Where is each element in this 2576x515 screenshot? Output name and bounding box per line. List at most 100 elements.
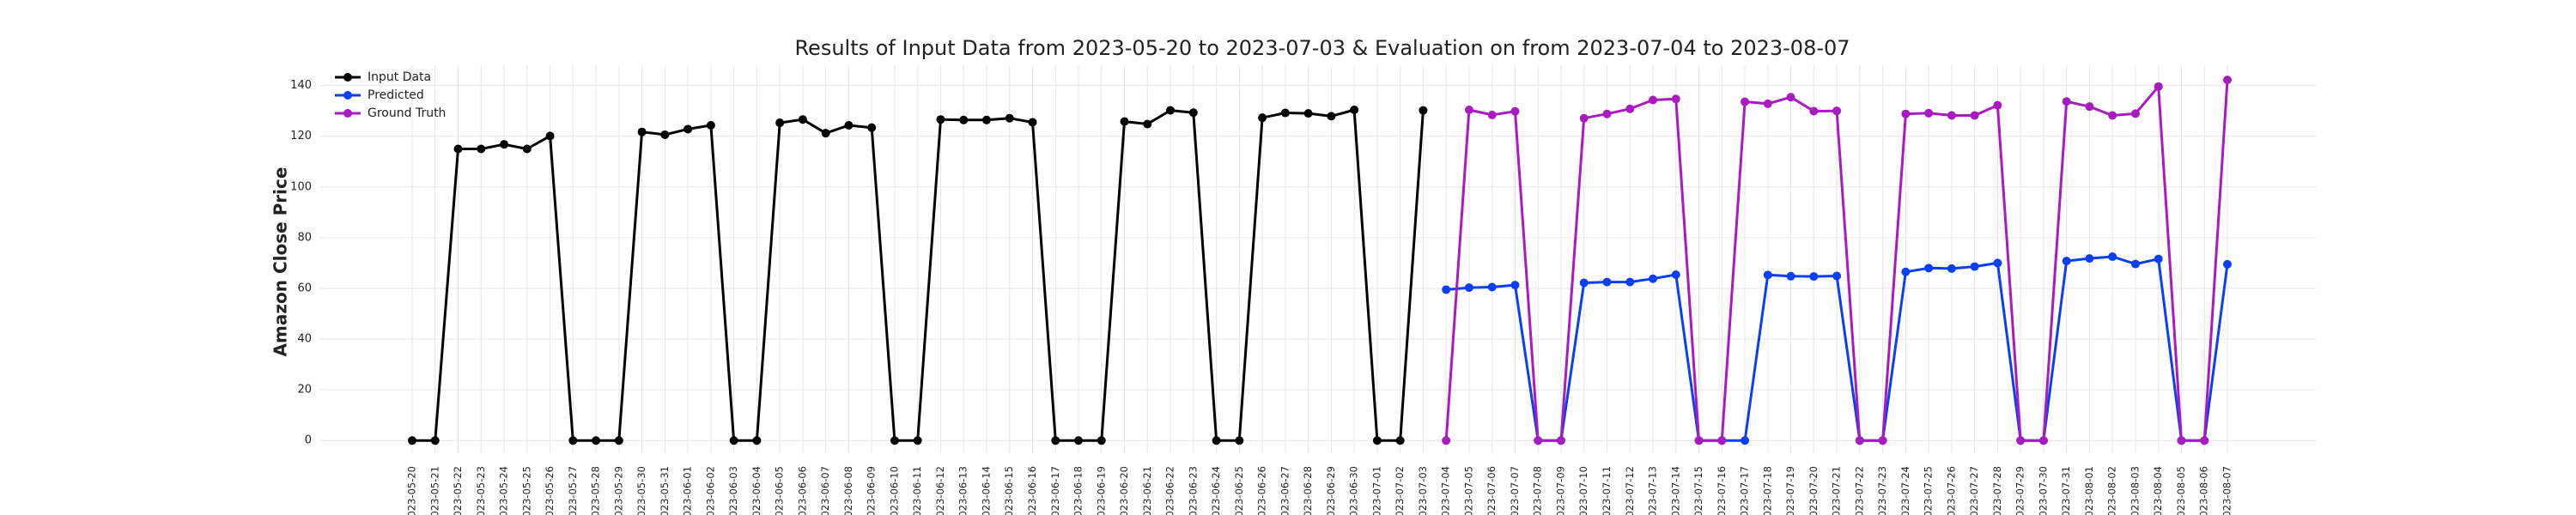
data-point xyxy=(1442,436,1451,445)
data-point xyxy=(430,436,440,445)
x-tick-label: 2023-07-02 xyxy=(1394,466,1406,515)
x-tick-label: 2023-06-17 xyxy=(1049,466,1061,515)
data-point xyxy=(1924,264,1934,273)
x-tick-label: 2023-07-19 xyxy=(1784,466,1796,515)
x-tick-label: 2023-05-25 xyxy=(520,466,532,515)
data-point xyxy=(844,121,854,130)
data-point xyxy=(1993,258,2002,268)
data-point xyxy=(1694,436,1704,445)
x-tick-label: 2023-06-26 xyxy=(1256,466,1268,515)
data-point xyxy=(729,436,738,445)
data-point xyxy=(1924,108,1934,118)
x-tick-label: 2023-07-08 xyxy=(1532,466,1544,515)
x-tick-label: 2023-06-22 xyxy=(1164,466,1176,515)
data-point xyxy=(1188,108,1198,118)
legend-marker xyxy=(343,73,352,82)
data-point xyxy=(408,436,416,445)
data-point xyxy=(1028,118,1037,127)
x-tick-label: 2023-07-20 xyxy=(1807,466,1820,515)
x-tick-label: 2023-06-24 xyxy=(1210,466,1222,515)
data-point xyxy=(775,118,785,128)
y-tick-label: 140 xyxy=(290,79,312,92)
x-tick-label: 2023-07-27 xyxy=(1968,466,1980,515)
x-tick-label: 2023-07-14 xyxy=(1669,466,1681,515)
data-point xyxy=(545,131,555,141)
x-tick-label: 2023-07-29 xyxy=(2014,466,2026,515)
x-tick-label: 2023-06-28 xyxy=(1302,466,1314,515)
x-tick-label: 2023-05-31 xyxy=(659,466,671,515)
x-tick-label: 2023-07-18 xyxy=(1761,466,1773,515)
x-tick-label: 2023-05-26 xyxy=(544,466,556,515)
y-tick-label: 80 xyxy=(297,231,312,244)
x-tick-label: 2023-08-07 xyxy=(2221,466,2233,515)
x-tick-label: 2023-07-25 xyxy=(1923,466,1935,515)
data-point xyxy=(500,140,509,149)
data-point xyxy=(2200,436,2209,445)
x-tick-label: 2023-08-01 xyxy=(2083,466,2095,515)
data-point xyxy=(1901,109,1911,118)
x-tick-label: 2023-08-05 xyxy=(2175,466,2187,515)
data-point xyxy=(1786,271,1795,281)
legend-marker xyxy=(343,91,352,100)
data-point xyxy=(1809,272,1819,282)
data-point xyxy=(1649,274,1658,283)
x-tick-label: 2023-06-01 xyxy=(682,466,694,515)
data-point xyxy=(1510,106,1520,116)
data-point xyxy=(1419,106,1428,115)
x-tick-label: 2023-06-29 xyxy=(1325,466,1337,515)
x-tick-label: 2023-06-27 xyxy=(1279,466,1291,515)
data-point xyxy=(2223,259,2232,269)
data-point xyxy=(867,123,877,132)
x-tick-label: 2023-06-30 xyxy=(1348,466,1360,515)
data-point xyxy=(798,115,807,124)
data-point xyxy=(1372,436,1382,445)
data-point xyxy=(1671,94,1680,104)
x-tick-label: 2023-06-10 xyxy=(888,466,900,515)
data-point xyxy=(1097,436,1106,445)
data-point xyxy=(1741,97,1750,106)
y-tick-label: 120 xyxy=(290,130,312,142)
x-tick-label: 2023-05-29 xyxy=(612,466,624,515)
x-tick-label: 2023-05-24 xyxy=(498,466,510,515)
data-point xyxy=(1809,106,1819,116)
data-point xyxy=(1280,108,1290,118)
x-tick-label: 2023-06-18 xyxy=(1072,466,1084,515)
x-tick-label: 2023-06-04 xyxy=(750,466,762,515)
x-tick-label: 2023-06-09 xyxy=(866,466,878,515)
chart-title: Results of Input Data from 2023-05-20 to… xyxy=(794,36,1850,60)
data-point xyxy=(1579,113,1589,123)
data-point xyxy=(1579,278,1589,288)
y-axis-label: Amazon Close Price xyxy=(270,167,291,357)
x-tick-label: 2023-07-06 xyxy=(1485,466,1498,515)
x-tick-label: 2023-06-13 xyxy=(957,466,969,515)
data-point xyxy=(1487,110,1497,119)
x-tick-label: 2023-07-30 xyxy=(2037,466,2049,515)
data-point xyxy=(752,436,762,445)
data-point xyxy=(1350,105,1359,114)
data-point xyxy=(1625,277,1635,287)
x-tick-label: 2023-05-22 xyxy=(452,466,464,515)
x-tick-label: 2023-07-11 xyxy=(1601,466,1613,515)
data-point xyxy=(1143,119,1152,129)
data-point xyxy=(1625,104,1635,113)
data-point xyxy=(1464,283,1473,293)
data-point xyxy=(2085,254,2094,264)
data-point xyxy=(1120,117,1129,126)
data-point xyxy=(1741,436,1750,445)
x-tick-label: 2023-07-15 xyxy=(1692,466,1704,515)
data-point xyxy=(1901,267,1911,276)
x-tick-label: 2023-06-06 xyxy=(796,466,808,515)
y-tick-label: 20 xyxy=(297,384,312,397)
data-point xyxy=(1602,277,1612,287)
y-tick-label: 0 xyxy=(305,434,312,447)
x-tick-label: 2023-07-28 xyxy=(1991,466,2003,515)
data-point xyxy=(1947,111,1956,120)
data-point xyxy=(821,129,830,138)
data-point xyxy=(1487,282,1497,292)
data-point xyxy=(1327,112,1336,121)
legend-marker xyxy=(343,109,352,118)
data-point xyxy=(683,124,693,134)
x-tick-label: 2023-07-17 xyxy=(1739,466,1751,515)
data-point xyxy=(1993,100,2002,110)
